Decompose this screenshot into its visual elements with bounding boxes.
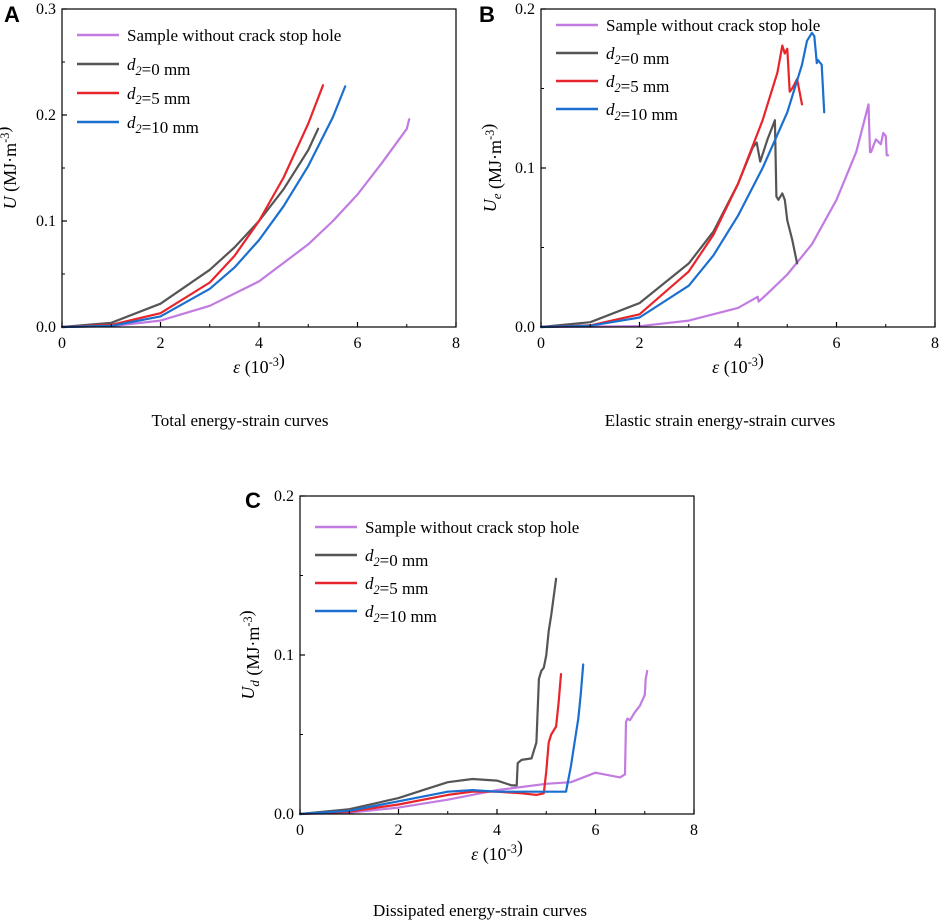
y-tick-label: 0.2 <box>274 488 294 505</box>
legend-entry: d2=0 mm <box>606 44 669 68</box>
panel-letter: B <box>479 2 495 27</box>
legend: Sample without crack stop hole d2=0 mm d2=… <box>77 26 341 137</box>
x-tick-label: 6 <box>833 335 841 352</box>
y-axis-label: Ud (MJ·m-3) <box>236 610 264 699</box>
panel-caption: Total energy-strain curves <box>152 411 329 430</box>
x-tick-label: 2 <box>157 335 165 352</box>
plot-frame <box>299 495 695 815</box>
x-axis-label: ε (10-3) <box>233 350 285 378</box>
x-tick-label: 8 <box>690 822 698 839</box>
y-tick-label: 0.0 <box>36 319 56 336</box>
series-line-d5 <box>298 673 563 816</box>
legend: Sample without crack stop hole d2=0 mm d2=… <box>556 16 820 124</box>
series-line-sample <box>60 118 411 329</box>
series-line-d0 <box>298 577 558 816</box>
plot-frame <box>540 8 936 328</box>
legend: Sample without crack stop hole d2=0 mm d2=… <box>315 518 579 626</box>
series-line-d10 <box>298 663 585 816</box>
x-tick-label: 6 <box>592 822 600 839</box>
panel-c: C 0 2 4 6 8 0.0 0.1 0.2 ε (10-3) Ud (MJ·m-3) Sample… <box>236 488 698 920</box>
x-tick-label: 4 <box>493 822 501 839</box>
series-line-d0 <box>539 119 799 329</box>
y-tick-label: 0.2 <box>36 107 56 124</box>
panel-caption: Elastic strain energy-strain curves <box>605 411 836 430</box>
x-axis-label: ε (10-3) <box>712 350 764 378</box>
legend-entry: d2=0 mm <box>127 55 190 79</box>
x-tick-label: 0 <box>296 822 304 839</box>
x-tick-label: 8 <box>931 335 939 352</box>
x-tick-label: 2 <box>395 822 403 839</box>
plot-frame <box>61 8 457 328</box>
series-line-d5 <box>60 84 325 329</box>
legend-entry: d2=5 mm <box>127 84 190 108</box>
series-line-d0 <box>60 127 320 329</box>
x-tick-label: 4 <box>734 335 742 352</box>
x-tick-label: 4 <box>255 335 263 352</box>
legend-entry: d2=10 mm <box>606 100 678 124</box>
legend-entry: d2=5 mm <box>606 72 669 96</box>
panel-caption: Dissipated energy-strain curves <box>373 901 587 920</box>
panel-b: B 0 2 4 6 8 0.0 0.1 0.2 ε (10-3) Ue (MJ·m-3) Sample… <box>478 1 939 430</box>
x-tick-label: 6 <box>354 335 362 352</box>
x-axis-label: ε (10-3) <box>471 837 523 865</box>
y-tick-label: 0.0 <box>274 806 294 823</box>
legend-entry: d2=10 mm <box>127 113 199 137</box>
x-tick-label: 8 <box>452 335 460 352</box>
y-axis-label: U (MJ·m-3) <box>0 127 21 210</box>
y-tick-label: 0.2 <box>515 1 535 18</box>
legend-entry: d2=5 mm <box>365 574 428 598</box>
panel-a: A 0 2 4 6 8 0.0 0.1 0.2 0.3 ε (10-3) U (MJ·m-3) Samp… <box>0 1 460 430</box>
series-line-d10 <box>539 31 826 329</box>
legend-entry: d2=0 mm <box>365 546 428 570</box>
series-line-d10 <box>60 85 347 329</box>
x-tick-label: 0 <box>58 335 66 352</box>
legend-entry: d2=10 mm <box>365 602 437 626</box>
y-tick-label: 0.0 <box>515 319 535 336</box>
panel-letter: C <box>245 488 261 513</box>
x-tick-label: 0 <box>537 335 545 352</box>
y-tick-label: 0.1 <box>515 160 535 177</box>
series-line-d5 <box>539 44 804 329</box>
y-tick-label: 0.1 <box>36 213 56 230</box>
legend-entry: Sample without crack stop hole <box>127 26 341 45</box>
x-tick-label: 2 <box>636 335 644 352</box>
legend-entry: Sample without crack stop hole <box>365 518 579 537</box>
y-axis-label: Ue (MJ·m-3) <box>478 124 506 212</box>
series-line-sample <box>298 669 649 816</box>
y-tick-label: 0.1 <box>274 647 294 664</box>
y-tick-label: 0.3 <box>36 1 56 18</box>
legend-entry: Sample without crack stop hole <box>606 16 820 35</box>
panel-letter: A <box>4 2 20 27</box>
series-line-sample <box>539 103 890 329</box>
